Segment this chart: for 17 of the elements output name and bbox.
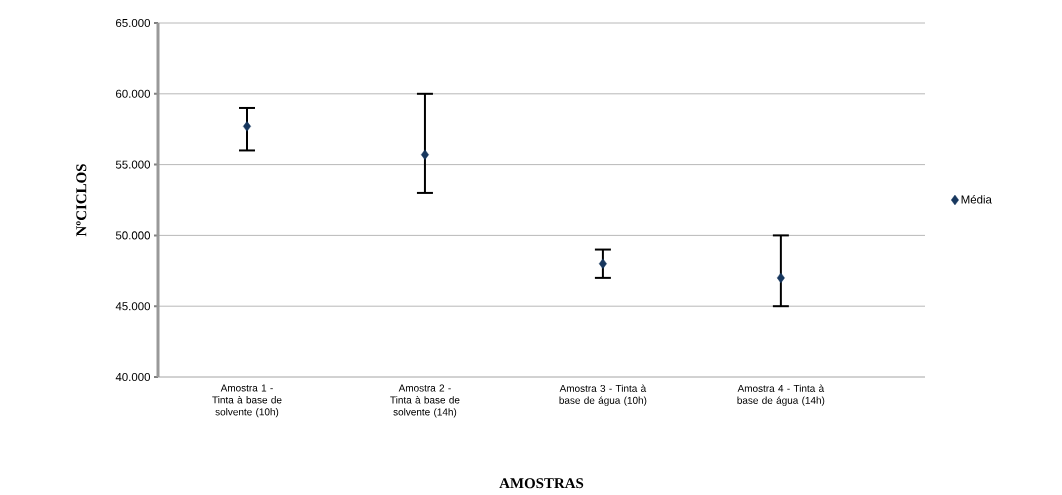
y-tick-label: 55.000 [115, 160, 151, 169]
x-tick-label: Amostra 1 -Tinta à base de solvente (10h) [212, 384, 282, 418]
legend-label: Média [961, 195, 992, 204]
point [243, 121, 251, 132]
y-tick-label: 50.000 [115, 231, 151, 240]
x-tick-label: Amostra 2 -Tinta à base de solvente (14h) [390, 384, 460, 418]
point [598, 258, 607, 269]
point [776, 272, 785, 284]
y-axis-title: NºCICLOS [76, 164, 87, 237]
x-tick-label: Amostra 3 - Tinta à base de água (10h) [559, 384, 647, 406]
y-tick-label: 60.000 [116, 89, 151, 98]
y-tick-label: 40.000 [115, 372, 151, 382]
x-tick-label: Amostra 4 - Tinta à base de água (14h) [737, 384, 825, 406]
x-axis-title: AMOSTRAS [499, 478, 584, 489]
y-tick-label: 65.000 [116, 18, 151, 28]
y-tick-label: 45.000 [115, 302, 151, 311]
point [420, 149, 429, 160]
